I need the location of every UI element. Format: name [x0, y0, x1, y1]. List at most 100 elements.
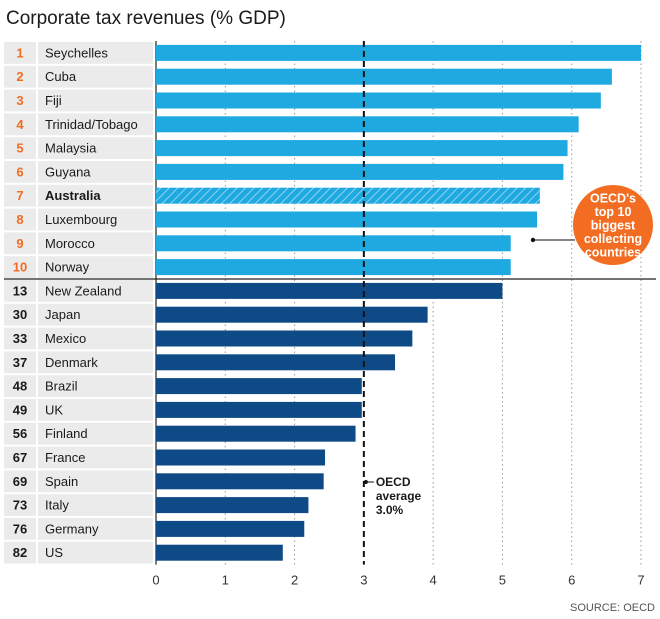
rank-cell-bg [4, 65, 36, 88]
bar [156, 163, 564, 180]
name-cell-bg [38, 470, 153, 493]
bar [156, 211, 538, 228]
name-cell-bg [38, 399, 153, 421]
bar [156, 92, 601, 109]
rank-label: 76 [13, 521, 27, 536]
name-cell-bg [38, 422, 153, 445]
country-label: Trinidad/Tobago [45, 117, 138, 132]
country-label: Australia [45, 188, 101, 203]
rank-cell-bg [4, 42, 36, 64]
rank-cell-bg [4, 494, 36, 516]
rank-cell-bg [4, 422, 36, 445]
rank-label: 56 [13, 426, 27, 441]
country-label: Guyana [45, 164, 91, 179]
bar [156, 44, 641, 61]
callout-dot [530, 237, 536, 243]
name-cell-bg [38, 232, 153, 255]
x-tick-label: 0 [152, 573, 159, 588]
callout-text: collecting [584, 232, 642, 246]
name-cell-bg [38, 518, 153, 540]
country-label: UK [45, 402, 63, 417]
rank-label: 67 [13, 450, 27, 465]
callout-circle [573, 185, 653, 265]
name-cell-bg [38, 256, 153, 278]
bar [156, 259, 511, 276]
name-cell-bg [38, 494, 153, 516]
rank-label: 6 [16, 164, 23, 179]
rank-cell-bg [4, 184, 36, 207]
country-label: US [45, 545, 63, 560]
rank-label: 2 [16, 69, 23, 84]
rank-cell-bg [4, 446, 36, 469]
oecd-average-label: average [376, 489, 422, 503]
country-label: Spain [45, 474, 78, 489]
name-cell-bg [38, 375, 153, 397]
country-label: Luxembourg [45, 212, 117, 227]
rank-label: 48 [13, 379, 27, 394]
oecd-average-label: OECD [376, 475, 411, 489]
country-label: France [45, 450, 85, 465]
rank-cell-bg [4, 137, 36, 159]
bar [156, 449, 326, 466]
bar [156, 497, 309, 514]
name-cell-bg [38, 541, 153, 564]
callout-text: top 10 [595, 205, 632, 219]
country-label: Denmark [45, 355, 98, 370]
bar [156, 401, 362, 418]
name-cell-bg [38, 208, 153, 231]
bar [156, 68, 612, 85]
name-cell-bg [38, 137, 153, 159]
x-tick-label: 6 [568, 573, 575, 588]
rank-cell-bg [4, 232, 36, 255]
country-label: Finland [45, 426, 88, 441]
bar [156, 306, 428, 323]
bar [156, 187, 540, 204]
bar [156, 282, 503, 299]
country-label: Italy [45, 498, 69, 513]
name-cell-bg [38, 184, 153, 207]
rank-cell-bg [4, 327, 36, 350]
rank-cell-bg [4, 161, 36, 183]
name-cell-bg [38, 446, 153, 469]
rank-label: 33 [13, 331, 27, 346]
name-cell-bg [38, 303, 153, 326]
rank-cell-bg [4, 518, 36, 540]
country-label: Norway [45, 260, 90, 275]
name-cell-bg [38, 161, 153, 183]
rank-cell-bg [4, 303, 36, 326]
bar [156, 544, 283, 561]
callout-text: biggest [591, 219, 636, 233]
rank-cell-bg [4, 541, 36, 564]
x-tick-label: 4 [430, 573, 437, 588]
note-dot [363, 480, 368, 484]
rank-label: 8 [16, 212, 23, 227]
rank-label: 7 [16, 188, 23, 203]
callout-text: countries [585, 246, 641, 260]
country-label: Morocco [45, 236, 95, 251]
rank-label: 9 [16, 236, 23, 251]
bar [156, 140, 568, 157]
bar [156, 473, 324, 490]
country-label: Malaysia [45, 141, 97, 156]
rank-cell-bg [4, 280, 36, 302]
name-cell-bg [38, 89, 153, 112]
chart-title: Corporate tax revenues (% GDP) [6, 8, 286, 29]
rank-cell-bg [4, 89, 36, 112]
name-cell-bg [38, 280, 153, 302]
bar [156, 520, 305, 537]
x-tick-label: 2 [291, 573, 298, 588]
rank-label: 49 [13, 402, 27, 417]
bar [156, 378, 362, 395]
country-label: Brazil [45, 379, 78, 394]
rank-cell-bg [4, 351, 36, 374]
bar [156, 330, 413, 347]
rank-cell-bg [4, 113, 36, 136]
rank-label: 82 [13, 545, 27, 560]
rank-cell-bg [4, 208, 36, 231]
rank-label: 10 [13, 260, 27, 275]
country-label: Japan [45, 307, 80, 322]
x-tick-label: 3 [360, 573, 367, 588]
callout-text: OECD's [590, 192, 636, 206]
rank-cell-bg [4, 375, 36, 397]
